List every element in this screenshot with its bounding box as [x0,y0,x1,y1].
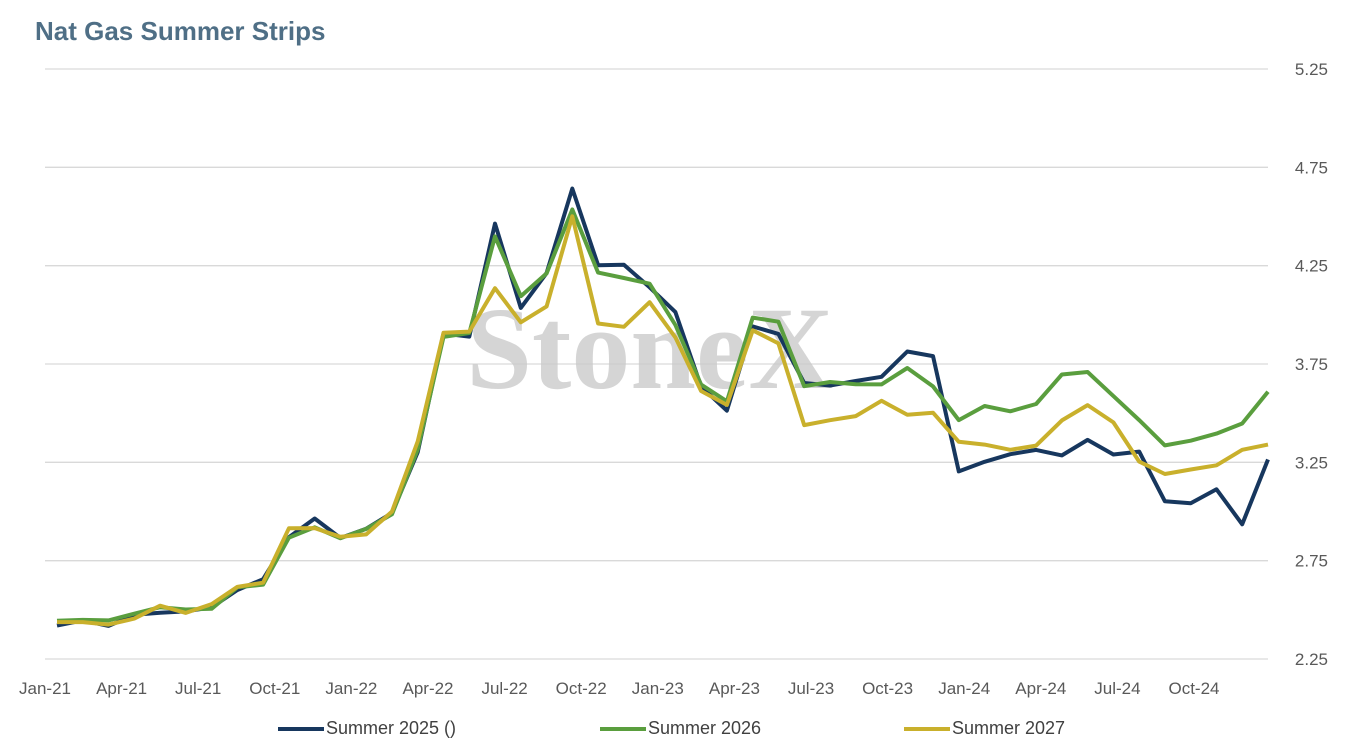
series-lines [56,186,1270,628]
x-tick-label: Jan-23 [632,679,684,698]
x-tick-label: Oct-21 [249,679,300,698]
legend-swatch [278,726,324,731]
legend-label: Summer 2026 [648,718,762,738]
legend-item: Summer 2027 [904,718,1065,739]
x-tick-label: Oct-24 [1168,679,1219,698]
chart-title: Nat Gas Summer Strips [35,16,326,46]
x-tick-label: Jul-24 [1094,679,1140,698]
legend-item: Summer 2025 () [278,718,456,739]
series-line-3 [57,214,1269,627]
legend-swatch [600,726,646,731]
x-tick-label: Oct-22 [556,679,607,698]
legend-label: Summer 2027 [952,718,1066,738]
x-tick-label: Apr-24 [1015,679,1066,698]
x-tick-label: Oct-23 [862,679,913,698]
x-tick-label: Apr-21 [96,679,147,698]
legend-item: Summer 2026 [600,718,761,739]
y-tick-label: 3.75 [1295,355,1328,374]
y-tick-label: 2.25 [1295,650,1328,669]
legend: Summer 2025 () Summer 2026 Summer 2027 [0,718,1350,744]
y-tick-label: 5.25 [1295,60,1328,79]
y-tick-label: 4.25 [1295,257,1328,276]
x-tick-label: Jan-22 [325,679,377,698]
x-axis-ticks: Jan-21 Apr-21 Jul-21 Oct-21 Jan-22 Apr-22 Jul-… [19,679,1220,698]
y-axis-ticks: 5.25 4.75 4.25 3.75 3.25 2.75 2.25 [1295,60,1328,669]
gridlines [45,68,1268,660]
x-tick-label: Apr-23 [709,679,760,698]
series-line-2 [56,207,1270,623]
x-tick-label: Jul-23 [788,679,834,698]
y-tick-label: 3.25 [1295,453,1328,472]
x-tick-label: Apr-22 [402,679,453,698]
x-tick-label: Jul-21 [175,679,221,698]
y-tick-label: 2.75 [1295,552,1328,571]
x-tick-label: Jan-21 [19,679,71,698]
legend-label: Summer 2025 () [326,718,457,738]
x-tick-label: Jul-22 [481,679,527,698]
x-tick-label: Jan-24 [938,679,990,698]
y-tick-label: 4.75 [1295,158,1328,177]
series-line-1 [56,186,1270,628]
legend-swatch [904,726,950,731]
